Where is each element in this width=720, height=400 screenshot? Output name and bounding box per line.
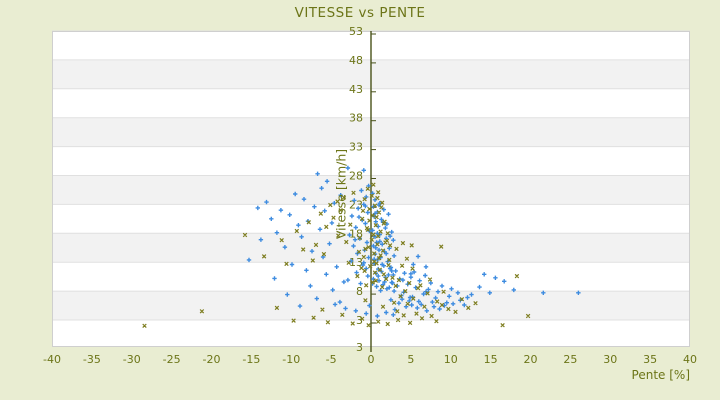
x-tick-label: 40 [683,353,697,366]
x-tick-label: 35 [643,353,657,366]
chart-title: VITESSE vs PENTE [294,5,426,21]
x-tick-label: 5 [407,353,414,366]
x-tick-label: 30 [603,353,617,366]
y-tick-label: 3 [356,314,363,327]
x-tick-label: -30 [123,353,141,366]
y-tick-label: 53 [349,25,363,38]
x-tick-label: -40 [43,353,61,366]
x-tick-label: 25 [563,353,577,366]
x-tick-label: 15 [484,353,498,366]
x-axis-title: Pente [%] [631,368,690,382]
y-tick-label: 48 [349,54,363,67]
x-tick-label: 10 [444,353,458,366]
y-axis-title: Vitesse [km/h] [333,148,349,240]
x-tick-label: -20 [203,353,221,366]
y-axis-min-label: 3 [356,341,363,354]
x-tick-label: -25 [163,353,181,366]
x-tick-label: -10 [282,353,300,366]
x-tick-label: 0 [368,353,375,366]
y-tick-label: 33 [349,141,363,154]
y-tick-label: 13 [349,256,363,269]
x-tick-label: -5 [326,353,337,366]
scatter-series-blue [246,165,581,319]
y-tick-label: 43 [349,83,363,96]
x-tick-label: 20 [524,353,538,366]
y-tick-label: 38 [349,112,363,125]
x-tick-label: -15 [242,353,260,366]
y-tick-label: 8 [356,285,363,298]
x-tick-label: -35 [83,353,101,366]
scatter-series-olive [142,182,531,329]
y-tick-label: 28 [349,170,363,183]
x-tick-labels: -40 -35 -30 -25 -20 -15 -10 -5 0 5 10 15 20 25 30 35 40 [43,353,697,366]
